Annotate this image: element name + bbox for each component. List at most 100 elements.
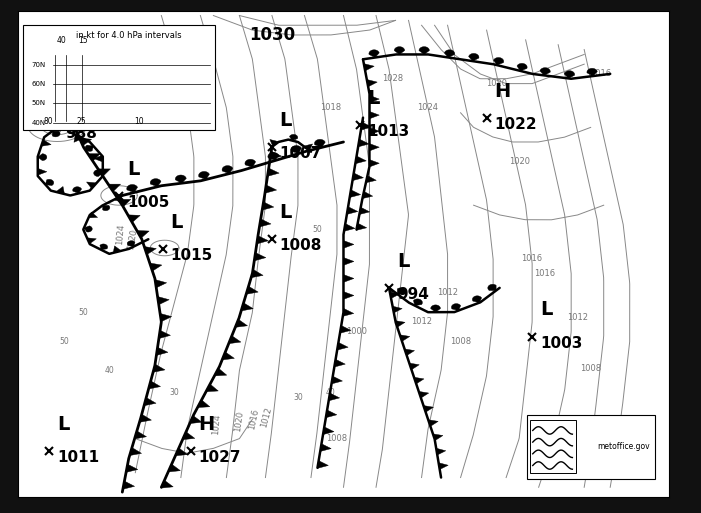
Polygon shape xyxy=(160,313,172,322)
Text: 1012: 1012 xyxy=(567,312,588,322)
Polygon shape xyxy=(86,182,97,189)
Text: 40N: 40N xyxy=(32,120,46,126)
Polygon shape xyxy=(268,152,278,161)
Text: 1028: 1028 xyxy=(382,74,403,83)
Polygon shape xyxy=(79,138,92,146)
Text: 1018: 1018 xyxy=(320,104,341,112)
Polygon shape xyxy=(347,207,358,214)
Polygon shape xyxy=(587,68,597,76)
Polygon shape xyxy=(139,415,151,422)
Polygon shape xyxy=(323,427,334,435)
Polygon shape xyxy=(206,384,218,392)
Polygon shape xyxy=(94,170,103,176)
Polygon shape xyxy=(329,393,340,401)
Text: 1012: 1012 xyxy=(259,405,274,428)
Polygon shape xyxy=(400,335,410,341)
Polygon shape xyxy=(175,448,188,456)
Polygon shape xyxy=(361,122,372,130)
Polygon shape xyxy=(369,144,379,151)
Text: L: L xyxy=(540,301,552,320)
Polygon shape xyxy=(334,359,346,367)
Polygon shape xyxy=(102,205,110,211)
Polygon shape xyxy=(366,175,376,183)
Text: 1016: 1016 xyxy=(535,269,556,278)
Polygon shape xyxy=(46,180,54,186)
Bar xyxy=(527,416,655,479)
Text: 30: 30 xyxy=(293,393,303,402)
Text: 1008: 1008 xyxy=(280,238,322,253)
Text: 70N: 70N xyxy=(32,62,46,68)
Polygon shape xyxy=(564,71,575,78)
Polygon shape xyxy=(153,364,165,372)
Polygon shape xyxy=(439,463,448,469)
Polygon shape xyxy=(326,410,336,418)
Polygon shape xyxy=(114,196,123,203)
Polygon shape xyxy=(159,330,170,339)
Polygon shape xyxy=(404,349,414,356)
Text: 1020: 1020 xyxy=(125,228,138,250)
Polygon shape xyxy=(144,247,156,254)
Text: 1016: 1016 xyxy=(50,94,71,103)
Polygon shape xyxy=(362,191,373,199)
Polygon shape xyxy=(355,156,367,164)
Text: 1008: 1008 xyxy=(450,337,471,346)
Polygon shape xyxy=(198,400,210,407)
Polygon shape xyxy=(257,235,268,244)
Polygon shape xyxy=(419,47,430,54)
Polygon shape xyxy=(246,286,258,294)
Polygon shape xyxy=(198,171,210,180)
Polygon shape xyxy=(84,226,93,232)
Text: 40: 40 xyxy=(325,388,335,397)
Polygon shape xyxy=(53,131,60,137)
Polygon shape xyxy=(428,420,438,426)
Polygon shape xyxy=(100,244,108,250)
Polygon shape xyxy=(390,292,400,299)
Polygon shape xyxy=(291,146,301,153)
Text: 1011: 1011 xyxy=(57,450,100,465)
Polygon shape xyxy=(304,144,313,151)
Polygon shape xyxy=(175,175,186,183)
Text: 1016: 1016 xyxy=(247,408,260,430)
Text: 25: 25 xyxy=(76,117,86,126)
Polygon shape xyxy=(41,140,51,146)
Text: 40: 40 xyxy=(57,36,67,45)
Polygon shape xyxy=(540,68,550,75)
Text: H: H xyxy=(494,82,510,101)
Polygon shape xyxy=(128,215,140,223)
Polygon shape xyxy=(123,481,135,489)
Polygon shape xyxy=(423,406,433,412)
Text: 1007: 1007 xyxy=(280,146,322,161)
Text: 1008: 1008 xyxy=(580,364,601,372)
Polygon shape xyxy=(98,169,111,176)
Text: L: L xyxy=(280,203,292,222)
Polygon shape xyxy=(414,299,423,306)
Polygon shape xyxy=(254,252,266,261)
Polygon shape xyxy=(150,179,161,187)
Bar xyxy=(23,25,215,130)
Text: 1012: 1012 xyxy=(437,288,458,297)
Polygon shape xyxy=(236,320,247,327)
Text: 50: 50 xyxy=(79,308,88,317)
Text: 1003: 1003 xyxy=(540,336,583,350)
Polygon shape xyxy=(262,202,274,210)
Polygon shape xyxy=(418,391,429,398)
Polygon shape xyxy=(430,305,440,312)
Polygon shape xyxy=(394,47,404,54)
Bar xyxy=(529,420,576,473)
Polygon shape xyxy=(343,274,354,282)
Polygon shape xyxy=(88,212,97,218)
Polygon shape xyxy=(144,398,156,406)
Text: 1022: 1022 xyxy=(494,116,537,132)
Polygon shape xyxy=(135,431,147,439)
Text: 1024: 1024 xyxy=(211,413,222,435)
Polygon shape xyxy=(72,122,84,130)
Text: 15: 15 xyxy=(78,36,88,45)
Text: 994: 994 xyxy=(397,287,429,302)
Text: 50: 50 xyxy=(313,225,322,234)
Polygon shape xyxy=(85,145,93,151)
Polygon shape xyxy=(433,434,443,441)
Polygon shape xyxy=(158,297,169,305)
Polygon shape xyxy=(270,151,282,160)
Polygon shape xyxy=(38,168,47,175)
Text: L: L xyxy=(127,161,139,180)
